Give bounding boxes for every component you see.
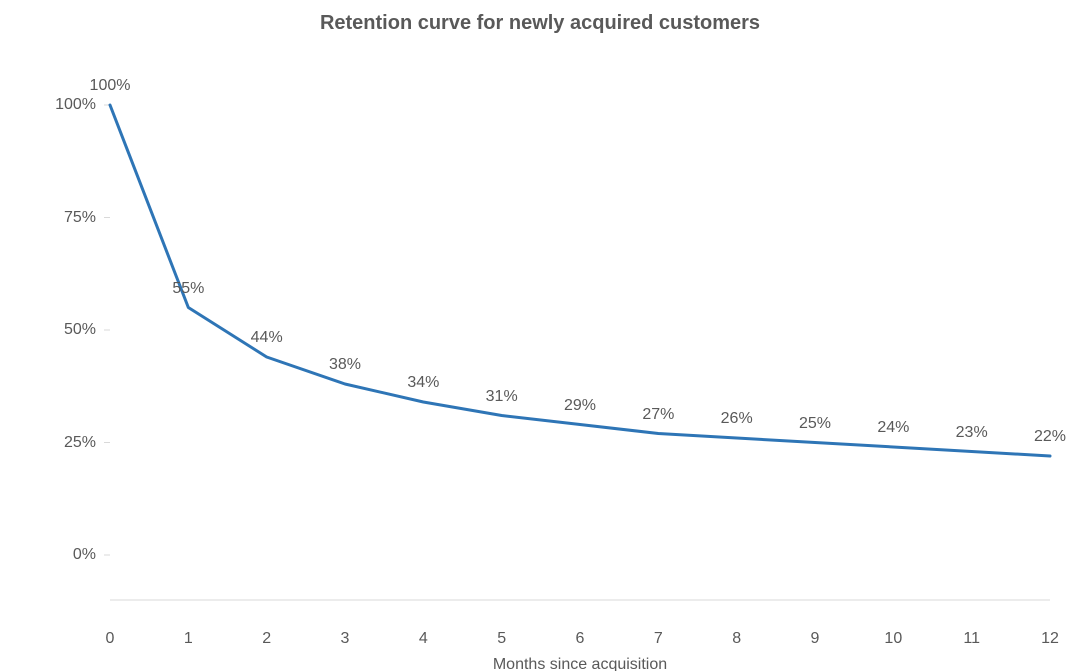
- x-tick-label: 9: [811, 630, 820, 648]
- data-label: 34%: [407, 374, 439, 392]
- data-label: 31%: [486, 388, 518, 406]
- x-tick-label: 6: [576, 630, 585, 648]
- plot-area: 0%25%50%75%100%0123456789101112Months si…: [110, 60, 1050, 600]
- y-tick-label: 50%: [64, 321, 96, 339]
- chart-title: Retention curve for newly acquired custo…: [0, 12, 1080, 35]
- y-tick-label: 25%: [64, 434, 96, 452]
- x-axis-label: Months since acquisition: [493, 656, 667, 671]
- data-label: 24%: [877, 419, 909, 437]
- data-label: 29%: [564, 397, 596, 415]
- data-label: 23%: [956, 424, 988, 442]
- x-tick-label: 7: [654, 630, 663, 648]
- x-tick-label: 5: [497, 630, 506, 648]
- x-tick-label: 10: [884, 630, 902, 648]
- retention-chart: Retention curve for newly acquired custo…: [0, 0, 1080, 671]
- x-tick-label: 8: [732, 630, 741, 648]
- x-tick-label: 12: [1041, 630, 1059, 648]
- y-tick-label: 100%: [55, 96, 96, 114]
- y-tick-label: 75%: [64, 209, 96, 227]
- y-tick-label: 0%: [73, 546, 96, 564]
- x-tick-label: 4: [419, 630, 428, 648]
- data-label: 44%: [251, 329, 283, 347]
- x-tick-label: 2: [262, 630, 271, 648]
- data-label: 26%: [721, 410, 753, 428]
- x-tick-label: 11: [963, 630, 980, 648]
- x-tick-label: 3: [341, 630, 350, 648]
- data-label: 22%: [1034, 428, 1066, 446]
- data-label: 27%: [642, 406, 674, 424]
- x-tick-label: 1: [184, 630, 193, 648]
- data-label: 38%: [329, 356, 361, 374]
- data-label: 25%: [799, 415, 831, 433]
- data-label: 100%: [90, 77, 131, 95]
- data-label: 55%: [172, 280, 204, 298]
- x-tick-label: 0: [106, 630, 115, 648]
